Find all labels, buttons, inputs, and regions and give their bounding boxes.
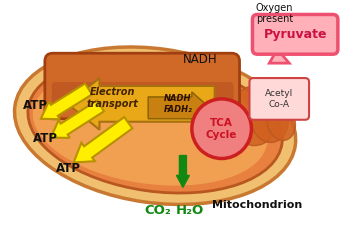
FancyBboxPatch shape [250, 78, 309, 120]
Text: Electron
transport: Electron transport [87, 87, 138, 109]
Text: ATP: ATP [33, 132, 58, 145]
FancyArrow shape [74, 117, 132, 162]
Text: H₂O: H₂O [176, 204, 204, 217]
Text: Pyruvate: Pyruvate [263, 28, 327, 41]
Ellipse shape [15, 47, 296, 205]
Text: Oxygen
present: Oxygen present [255, 3, 293, 24]
FancyArrow shape [51, 100, 104, 138]
Ellipse shape [229, 86, 279, 146]
Text: NADH: NADH [182, 53, 217, 66]
Text: TCA
Cycle: TCA Cycle [206, 118, 237, 140]
Text: ATP: ATP [56, 162, 81, 175]
FancyBboxPatch shape [252, 14, 338, 54]
FancyBboxPatch shape [52, 82, 234, 108]
Text: CO₂: CO₂ [145, 204, 172, 217]
FancyArrow shape [148, 92, 210, 124]
Text: Acetyl
Co-A: Acetyl Co-A [265, 89, 293, 109]
Ellipse shape [267, 105, 295, 140]
Ellipse shape [33, 68, 267, 186]
Text: NADH
FADH₂: NADH FADH₂ [164, 94, 192, 113]
Text: Mitochondrion: Mitochondrion [212, 200, 302, 210]
FancyBboxPatch shape [45, 53, 239, 119]
Circle shape [192, 99, 251, 158]
Ellipse shape [28, 58, 282, 193]
Text: ATP: ATP [23, 99, 48, 112]
FancyArrow shape [68, 78, 215, 130]
FancyArrow shape [41, 83, 92, 119]
FancyArrow shape [176, 155, 189, 187]
Ellipse shape [250, 95, 288, 142]
Polygon shape [269, 49, 289, 63]
